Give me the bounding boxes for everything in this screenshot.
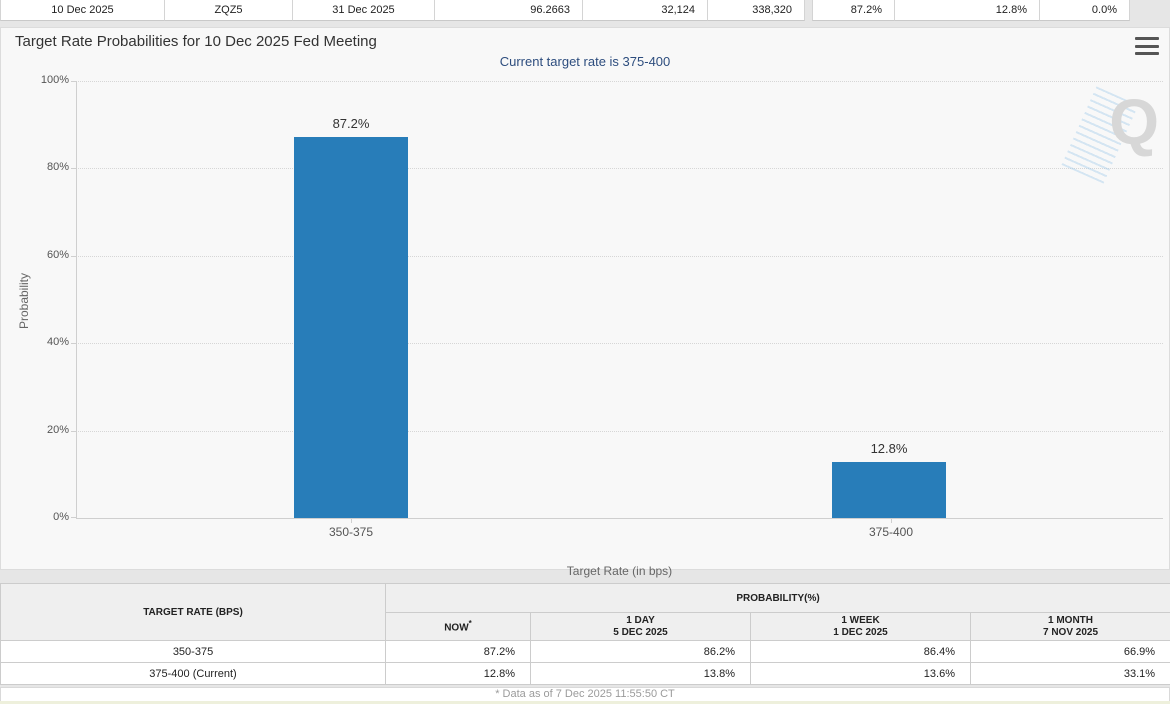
y-tick-100: 100% (40, 74, 69, 86)
probability-table-section: TARGET RATE (BPS) PROBABILITY(%) NOW* 1 … (0, 583, 1170, 702)
table-gap (805, 0, 812, 21)
1month-value-cell: 66.9% (969, 640, 1170, 663)
y-tick-60: 60% (46, 249, 69, 261)
price-cell: 96.2663 (435, 0, 583, 21)
gridline-60 (76, 256, 1163, 257)
contract-cell: ZQZ5 (165, 0, 293, 21)
x-category-label-350-375: 350-375 (328, 525, 374, 539)
gridline-40 (76, 343, 1163, 344)
col-header-probability: PROBABILITY(%) (384, 583, 1170, 613)
y-axis-tickmark (71, 431, 76, 432)
gridline-80 (76, 168, 1163, 169)
meeting-date-cell: 10 Dec 2025 (0, 0, 165, 21)
x-axis-line (76, 518, 1163, 519)
bottom-strip (0, 701, 1170, 704)
col-1day-line1: 1 DAY (626, 614, 655, 626)
table-row-350-375: 350-375 87.2% 86.2% 86.4% 66.9% (0, 640, 1170, 663)
col-header-1day: 1 DAY 5 DEC 2025 (530, 612, 751, 641)
y-axis-tickmark (71, 517, 76, 518)
bar-group-375-400: 12.8% (832, 441, 946, 518)
col-header-1month: 1 MONTH 7 NOV 2025 (969, 612, 1170, 641)
1day-value-cell: 86.2% (530, 640, 751, 663)
ease-probability-cell: 87.2% (812, 0, 895, 21)
now-value-cell: 87.2% (385, 640, 531, 663)
y-axis-tickmark (71, 256, 76, 257)
y-axis-tickmark (71, 168, 76, 169)
bar-value-label: 87.2% (332, 115, 370, 131)
probability-chart-card: Target Rate Probabilities for 10 Dec 202… (0, 27, 1170, 578)
chart-subtitle: Current target rate is 375-400 (499, 54, 671, 69)
col-1week-line2: 1 DEC 2025 (833, 626, 888, 638)
y-tick-80: 80% (46, 161, 69, 173)
col-header-1week: 1 WEEK 1 DEC 2025 (750, 612, 971, 641)
rate-cell: 350-375 (0, 640, 386, 663)
table-row-375-400: 375-400 (Current) 12.8% 13.8% 13.6% 33.1… (0, 662, 1170, 685)
no-change-probability-cell: 12.8% (895, 0, 1040, 21)
col-1day-line2: 5 DEC 2025 (613, 626, 668, 638)
y-axis-tickmark (71, 81, 76, 82)
col-1week-line1: 1 WEEK (841, 614, 880, 626)
col-header-now: NOW* (385, 612, 531, 641)
x-category-label-375-400: 375-400 (868, 525, 914, 539)
row-filler (1130, 0, 1170, 21)
y-tick-40: 40% (46, 336, 69, 348)
now-value-cell: 12.8% (385, 662, 531, 685)
open-interest-cell: 338,320 (708, 0, 805, 21)
y-axis-line (76, 81, 77, 518)
meeting-table-row[interactable]: 10 Dec 2025 ZQZ5 31 Dec 2025 96.2663 32,… (0, 0, 1170, 21)
y-tick-0: 0% (53, 511, 69, 523)
plot-area: 87.2% 12.8% 350-375 375-400 Target Rate … (71, 81, 1163, 578)
1month-value-cell: 33.1% (969, 662, 1170, 685)
x-axis-title: Target Rate (in bps) (566, 564, 673, 578)
gridline-20 (76, 431, 1163, 432)
bar-group-350-375: 87.2% (294, 116, 408, 518)
hamburger-menu-icon[interactable] (1135, 37, 1159, 55)
now-label: NOW (444, 622, 469, 634)
bar-value-label: 12.8% (870, 441, 908, 457)
bar-375-400[interactable] (832, 462, 946, 518)
now-asterisk: * (468, 619, 472, 629)
1day-value-cell: 13.8% (530, 662, 751, 685)
volume-cell: 32,124 (583, 0, 708, 21)
gridline-100 (76, 81, 1163, 82)
probability-table: TARGET RATE (BPS) PROBABILITY(%) NOW* 1 … (0, 583, 1170, 685)
y-axis-tickmark (71, 343, 76, 344)
y-tick-20: 20% (46, 424, 69, 436)
col-header-target-rate: TARGET RATE (BPS) (0, 583, 386, 641)
rate-cell: 375-400 (Current) (0, 662, 386, 685)
data-as-of-footnote: * Data as of 7 Dec 2025 11:55:50 CT (0, 687, 1170, 702)
expiry-date-cell: 31 Dec 2025 (293, 0, 435, 21)
1week-value-cell: 86.4% (750, 640, 971, 663)
col-1month-line1: 1 MONTH (1048, 614, 1094, 626)
col-1month-line2: 7 NOV 2025 (1042, 626, 1099, 638)
x-axis-tickmark (891, 518, 892, 523)
bar-350-375[interactable] (294, 136, 408, 518)
1week-value-cell: 13.6% (750, 662, 971, 685)
chart-title: Target Rate Probabilities for 10 Dec 202… (15, 33, 377, 50)
hike-probability-cell: 0.0% (1040, 0, 1130, 21)
x-axis-tickmark (351, 518, 352, 523)
